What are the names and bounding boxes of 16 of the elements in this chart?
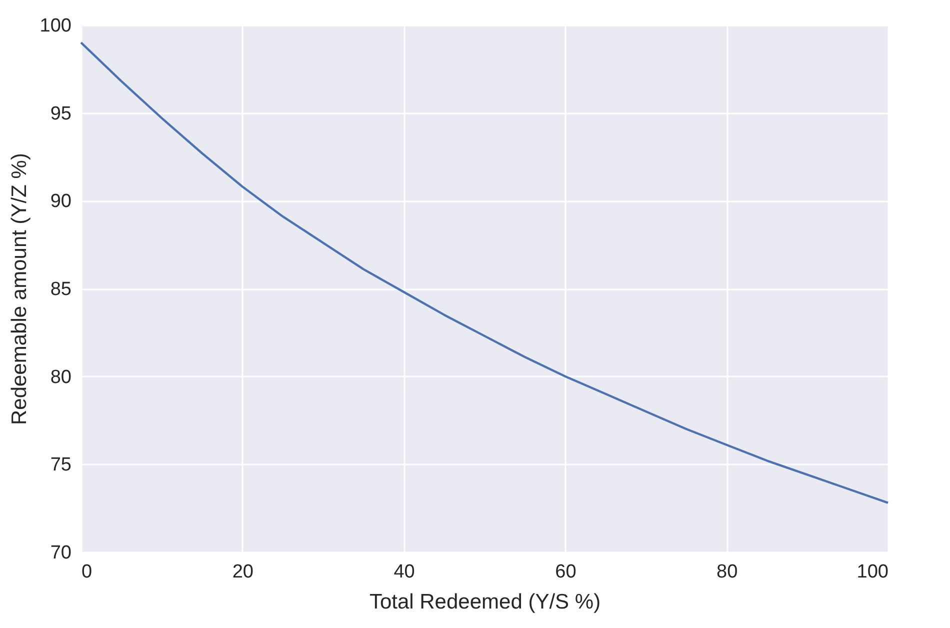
y-axis-title: Redeemable amount (Y/Z %) xyxy=(8,153,31,425)
x-tick-label: 100 xyxy=(856,562,888,582)
line-series xyxy=(80,41,890,504)
y-tick-label: 75 xyxy=(50,454,72,476)
x-tick-label: 80 xyxy=(716,562,738,582)
x-tick-label: 0 xyxy=(82,562,92,582)
y-tick-label: 90 xyxy=(50,191,72,212)
y-tick-label: 85 xyxy=(50,279,72,300)
x-axis-title: Total Redeemed (Y/S %) xyxy=(369,590,601,614)
y-tick-label: 95 xyxy=(50,103,72,124)
y-tick-label: 70 xyxy=(50,542,72,564)
x-tick-label: 40 xyxy=(394,562,415,582)
x-tick-label: 20 xyxy=(232,562,254,582)
x-tick-label: 60 xyxy=(555,562,576,582)
y-tick-label: 100 xyxy=(40,16,72,36)
y-tick-label: 80 xyxy=(50,366,72,388)
